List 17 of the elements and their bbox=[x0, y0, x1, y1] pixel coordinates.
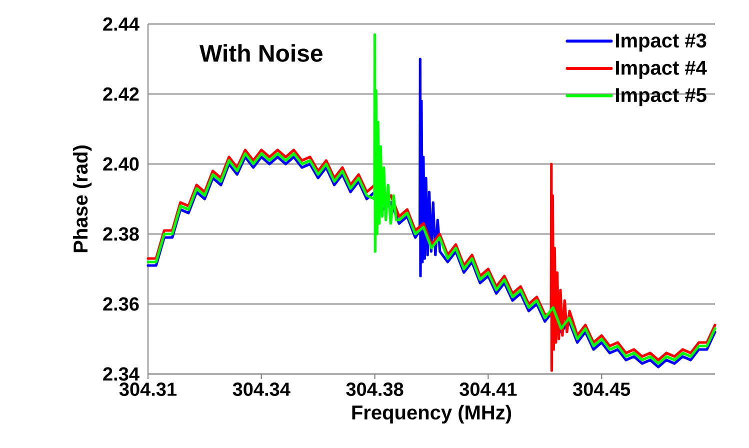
y-axis-title: Phase (rad) bbox=[72, 146, 92, 252]
text: With Noise bbox=[200, 44, 322, 62]
legend-label: Impact #5 bbox=[616, 88, 706, 106]
y-tick-label: 2.38 bbox=[103, 227, 139, 241]
x-tick-label: 304.41 bbox=[460, 382, 517, 396]
y-tick-label: 2.42 bbox=[103, 87, 139, 101]
y-tick-label: 2.34 bbox=[103, 367, 140, 381]
x-tick-label: 304.31 bbox=[119, 382, 177, 396]
x-tick-label: 304.34 bbox=[232, 382, 290, 396]
legend-label: Impact #3 bbox=[616, 33, 706, 52]
legend-label: Impact #4 bbox=[616, 60, 707, 79]
y-tick-label: 2.44 bbox=[103, 17, 140, 31]
x-tick-label: 304.38 bbox=[346, 382, 404, 396]
y-tick-label: 2.40 bbox=[103, 157, 139, 171]
y-tick-label: 2.36 bbox=[103, 297, 139, 311]
x-axis-title: Frequency (MHz) bbox=[352, 404, 512, 424]
x-tick-label: 304.45 bbox=[572, 382, 630, 396]
